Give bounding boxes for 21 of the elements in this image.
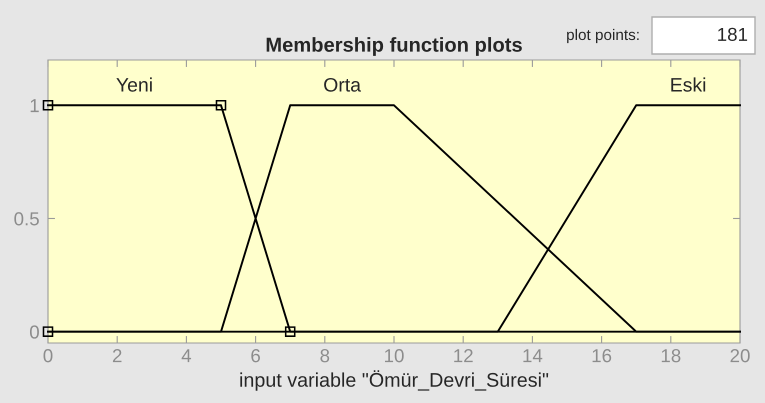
text: 181 [718,28,748,42]
x-tick-label: 20 [730,349,750,362]
y-tick-label: 0 [30,325,39,339]
x-axis-title: input variable "Ömür_Devri_Süresi" [240,370,548,391]
x-tick-label: 12 [454,349,473,362]
x-tick-label: 2 [112,349,122,362]
x-tick-label: 0 [44,349,52,362]
series-label: Yeni [116,77,152,92]
x-tick-label: 14 [523,349,542,362]
x-tick-label: 16 [592,349,612,362]
x-tick-label: 4 [182,349,192,362]
x-tick-label: 10 [385,349,404,362]
x-tick-label: 18 [662,349,680,362]
text: plot points: [567,28,639,44]
y-tick-label: 0.5 [14,212,39,226]
series-label: Orta [324,78,362,92]
chart-title: Membership function plots [266,37,522,56]
x-tick-label: 6 [251,349,260,362]
y-tick-label: 1 [30,99,39,112]
x-tick-label: 8 [320,349,330,362]
series-label: Eski [671,77,706,92]
